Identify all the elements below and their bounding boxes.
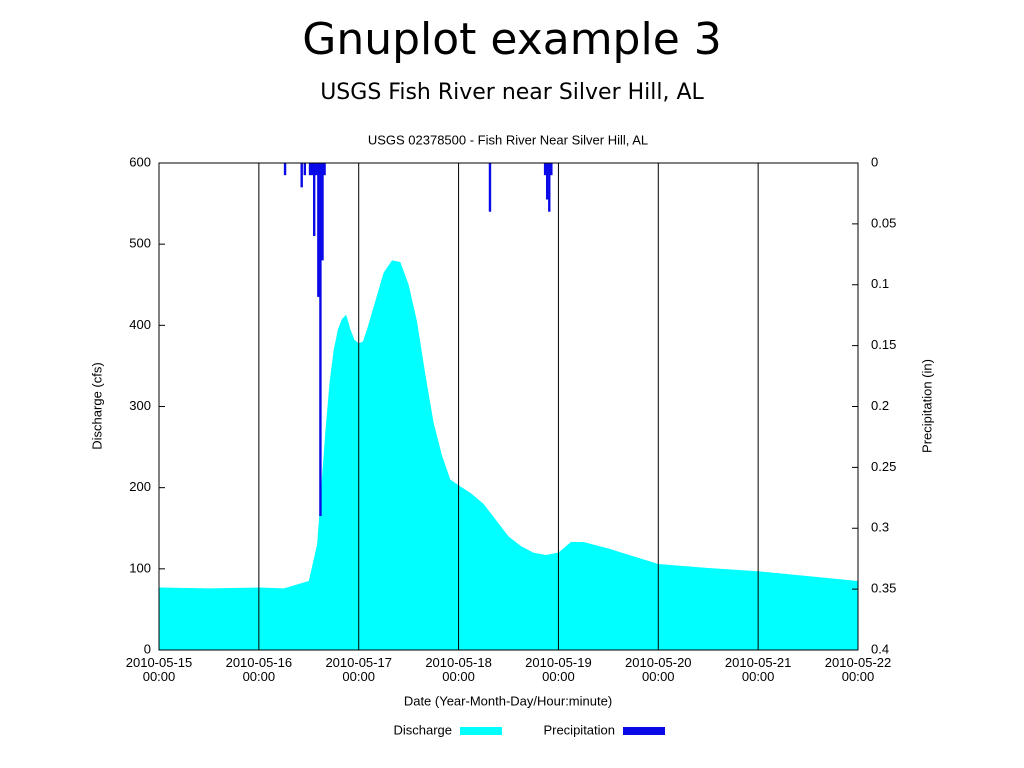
precip-bar bbox=[545, 163, 549, 200]
y2-tick-label: 0.35 bbox=[871, 581, 896, 596]
precip-bar bbox=[300, 163, 303, 188]
y-tick-label: 200 bbox=[129, 479, 151, 494]
y2-tick-label: 0.2 bbox=[871, 398, 889, 413]
y-tick-label: 100 bbox=[129, 560, 151, 575]
discharge-area bbox=[159, 260, 858, 650]
precip-bar bbox=[312, 163, 316, 237]
y2-tick-label: 0.1 bbox=[871, 276, 889, 291]
legend-label: Discharge bbox=[393, 722, 452, 737]
y2-axis-label: Precipitation (in) bbox=[919, 359, 934, 453]
legend-swatch bbox=[623, 727, 665, 735]
y-tick-label: 300 bbox=[129, 398, 151, 413]
y2-tick-label: 0.05 bbox=[871, 215, 896, 230]
y2-tick-label: 0 bbox=[871, 154, 878, 169]
precip-bar bbox=[310, 163, 314, 176]
x-tick-label: 2010-05-21 00:00 bbox=[724, 655, 792, 684]
precip-bar bbox=[315, 163, 318, 176]
precip-bar bbox=[317, 163, 320, 297]
x-tick-label: 2010-05-22 00:00 bbox=[824, 655, 892, 684]
precip-bar bbox=[308, 163, 312, 176]
precip-bar bbox=[543, 163, 547, 176]
slide-title: Gnuplot example 3 bbox=[302, 14, 722, 65]
chart-title: USGS 02378500 - Fish River Near Silver H… bbox=[368, 132, 648, 147]
y-tick-label: 600 bbox=[129, 154, 151, 169]
precip-bar bbox=[303, 163, 307, 176]
y2-tick-label: 0.3 bbox=[871, 520, 889, 535]
y-tick-label: 500 bbox=[129, 236, 151, 251]
precip-bar bbox=[319, 163, 322, 517]
x-tick-label: 2010-05-16 00:00 bbox=[225, 655, 293, 684]
x-axis-label: Date (Year-Month-Day/Hour:minute) bbox=[404, 693, 612, 708]
plot-border bbox=[158, 162, 859, 651]
legend-swatch bbox=[460, 727, 502, 735]
y-axis-label: Discharge (cfs) bbox=[89, 362, 104, 449]
legend-label: Precipitation bbox=[543, 722, 615, 737]
precip-bar bbox=[321, 163, 324, 261]
y2-tick-label: 0.25 bbox=[871, 459, 896, 474]
precip-bar bbox=[488, 163, 492, 212]
precip-bar bbox=[548, 163, 551, 212]
x-tick-label: 2010-05-19 00:00 bbox=[525, 655, 592, 684]
y2-tick-label: 0.15 bbox=[871, 337, 896, 352]
y-tick-label: 400 bbox=[129, 317, 151, 332]
plot-area bbox=[159, 163, 858, 650]
slide-subtitle: USGS Fish River near Silver Hill, AL bbox=[320, 80, 704, 105]
precip-bar bbox=[323, 163, 326, 176]
x-tick-label: 2010-05-15 00:00 bbox=[125, 655, 193, 684]
y-tick-label: 0 bbox=[144, 641, 151, 656]
precip-bar bbox=[550, 163, 553, 176]
precip-bar bbox=[283, 163, 287, 176]
x-tick-label: 2010-05-18 00:00 bbox=[425, 655, 492, 684]
x-tick-label: 2010-05-17 00:00 bbox=[325, 655, 392, 684]
y2-tick-label: 0.4 bbox=[871, 641, 889, 656]
x-tick-label: 2010-05-20 00:00 bbox=[625, 655, 692, 684]
